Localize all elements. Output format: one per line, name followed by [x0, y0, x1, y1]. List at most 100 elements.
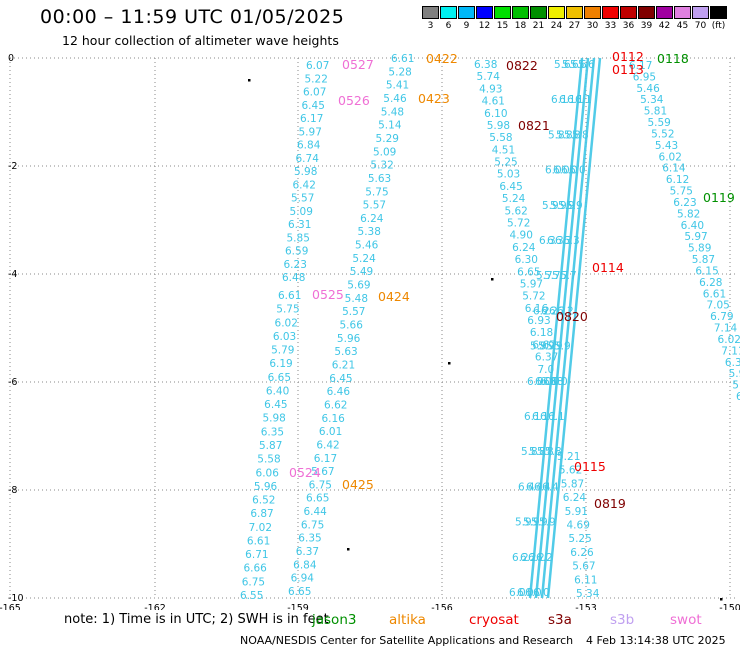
legend-label: 45 — [676, 21, 689, 31]
wave-value: 6.75 — [242, 576, 265, 588]
wave-value: 6.3 — [555, 235, 572, 247]
wave-value: 6.65 — [306, 493, 329, 505]
wave-value: 6.24 — [563, 492, 587, 504]
wave-value: 6.0 — [569, 165, 586, 177]
legend-swatch — [494, 6, 511, 19]
wave-value: 5.7 — [544, 270, 561, 282]
legend-label: 12 — [478, 21, 491, 31]
wave-value: 6.0 — [561, 165, 578, 177]
legend-label: 27 — [568, 21, 581, 31]
legend-label: 18 — [514, 21, 527, 31]
color-legend: 3 6 9 12 15 18 21 24 27 30 33 36 39 42 45 70 (ft) — [422, 6, 728, 32]
wave-value: 6.44 — [303, 506, 327, 518]
track-time-label: 0821 — [518, 118, 550, 133]
wave-value: 6.84 — [293, 559, 317, 571]
wave-value: 5.9 — [550, 200, 567, 212]
wave-value: 6.61 — [703, 288, 726, 300]
wave-value: 5.21 — [557, 451, 580, 463]
wave-value: 6.0 — [553, 165, 570, 177]
wave-value: 5.9 — [554, 341, 571, 353]
wave-value: 6.0 — [543, 376, 560, 388]
wave-value: 5.6 — [554, 59, 571, 71]
wave-value: 7.05 — [706, 300, 729, 312]
wave-value: 6.45 — [264, 399, 287, 411]
wave-value: 6.46 — [327, 386, 351, 398]
wave-value: 5.46 — [636, 83, 660, 95]
wave-value: 6.0 — [533, 587, 550, 599]
wave-value: 6.24 — [360, 213, 384, 225]
wave-value: 6.23 — [284, 259, 307, 271]
wave-value: 6.30 — [515, 254, 538, 266]
wave-value: 6.26 — [570, 547, 594, 559]
longitude-label: -150 — [719, 603, 740, 610]
latitude-label: -6 — [8, 377, 17, 388]
wave-value: 5.6 — [578, 59, 595, 71]
wave-value: 5.25 — [494, 157, 517, 169]
wave-value: 6.1 — [736, 391, 740, 403]
wave-value: 6.45 — [302, 100, 325, 112]
wave-value: 6.2 — [557, 305, 574, 317]
wave-value: 5.72 — [507, 218, 530, 230]
wave-value: 6.0 — [551, 376, 568, 388]
wave-value: 6.52 — [252, 495, 275, 507]
legend-swatch — [692, 6, 709, 19]
wave-value: 5.6 — [562, 59, 579, 71]
legend-label: 39 — [640, 21, 653, 31]
page-title: 00:00 – 11:59 UTC 01/05/2025 — [40, 6, 345, 28]
wave-value: 6.17 — [629, 60, 652, 72]
wave-value: 5.9 — [542, 200, 559, 212]
wave-value: 6.84 — [297, 140, 321, 152]
wave-value: 5.75 — [670, 186, 693, 198]
wave-value: 6.61 — [247, 535, 270, 547]
credit-line: NOAA/NESDIS Center for Satellite Applica… — [240, 634, 574, 647]
legend-label: 33 — [604, 21, 617, 31]
track-labels: 0527 0526 0525 0524 0422 0423 0424 0425 0822 0821… — [289, 49, 735, 511]
wave-value: 5.8 — [545, 446, 562, 458]
wave-value: 5.59 — [647, 117, 670, 129]
track-line — [540, 57, 596, 599]
legend-swatch — [620, 6, 637, 19]
wave-value: 5.9 — [546, 341, 563, 353]
wave-value: 6.2 — [512, 552, 529, 564]
wave-value: 6.2 — [541, 305, 558, 317]
wave-value: 4.69 — [567, 520, 590, 532]
wave-value: 6.18 — [530, 327, 553, 339]
wave-value: 5.81 — [644, 106, 667, 118]
wave-value: 5.67 — [572, 561, 595, 573]
wave-value: 5.9 — [515, 517, 532, 529]
wave-value: 4.90 — [510, 230, 533, 242]
wave-value: 5.9 — [530, 341, 547, 353]
mission-s3b: s3b — [610, 612, 635, 628]
wave-value: 5.98 — [294, 166, 317, 178]
track-time-label: 0113 — [612, 62, 644, 77]
wave-value: 5.79 — [271, 345, 294, 357]
island-mark — [248, 79, 251, 82]
track-time-label: 0423 — [418, 91, 450, 106]
wave-value: 6.19 — [269, 358, 292, 370]
wave-value: 4.93 — [479, 83, 502, 95]
wave-value: 6.71 — [245, 549, 268, 561]
legend-swatch — [530, 6, 547, 19]
legend-swatch — [638, 6, 655, 19]
wave-value: 5.67 — [311, 466, 334, 478]
wave-value: 6.1 — [532, 411, 549, 423]
wave-value: 6.0 — [545, 165, 562, 177]
wave-value: 5.58 — [489, 132, 512, 144]
map-grid — [9, 57, 738, 599]
legend-label: (ft) — [711, 21, 726, 31]
wave-value: 6.87 — [250, 508, 273, 520]
track-time-label: 0425 — [342, 477, 374, 492]
wave-value: 5.63 — [368, 173, 391, 185]
wave-value: 5.62 — [504, 205, 527, 217]
track-line — [546, 57, 602, 599]
wave-value: 7.0 — [537, 364, 554, 376]
latitude-label: -8 — [8, 485, 17, 496]
wave-value: 6.65 — [268, 372, 291, 384]
wave-value: 5.85 — [287, 232, 310, 244]
wave-value: 6.3 — [563, 235, 580, 247]
wave-value: 6.24 — [512, 242, 536, 254]
track-time-label: 0819 — [594, 496, 626, 511]
wave-value: 6.02 — [659, 151, 682, 163]
wave-value: 5.74 — [477, 71, 501, 83]
wave-value: 6.1 — [540, 411, 557, 423]
